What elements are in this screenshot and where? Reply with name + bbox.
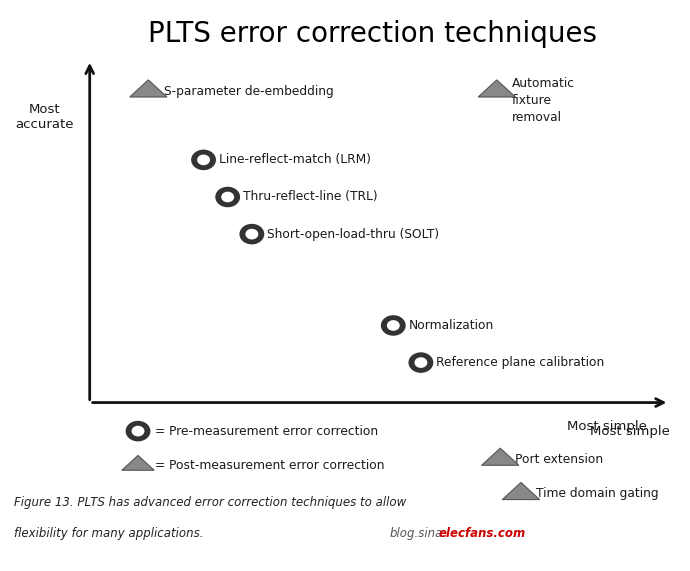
- Text: Automatic
fixture
removal: Automatic fixture removal: [512, 77, 575, 124]
- Circle shape: [381, 315, 406, 336]
- Circle shape: [408, 352, 433, 373]
- Text: PLTS error correction techniques: PLTS error correction techniques: [148, 20, 597, 48]
- Circle shape: [246, 229, 258, 239]
- Circle shape: [215, 187, 240, 207]
- Text: flexibility for many applications.: flexibility for many applications.: [14, 528, 204, 540]
- Circle shape: [126, 421, 150, 441]
- Text: Normalization: Normalization: [408, 319, 494, 332]
- Text: Figure 13. PLTS has advanced error correction techniques to allow: Figure 13. PLTS has advanced error corre…: [14, 496, 406, 509]
- Text: Most
accurate: Most accurate: [16, 103, 74, 131]
- Text: = Post-measurement error correction: = Post-measurement error correction: [155, 459, 385, 472]
- Polygon shape: [130, 80, 167, 97]
- Text: blog.sina.: blog.sina.: [390, 528, 447, 540]
- Polygon shape: [122, 456, 154, 471]
- Text: Thru-reflect-line (TRL): Thru-reflect-line (TRL): [243, 191, 377, 203]
- Text: Reference plane calibration: Reference plane calibration: [436, 356, 604, 369]
- Polygon shape: [502, 482, 540, 500]
- Text: Port extension: Port extension: [515, 453, 604, 466]
- Circle shape: [132, 426, 144, 436]
- Circle shape: [387, 320, 400, 331]
- Text: Short-open-load-thru (SOLT): Short-open-load-thru (SOLT): [267, 228, 439, 240]
- Circle shape: [191, 150, 216, 170]
- Text: elecfans.com: elecfans.com: [438, 528, 525, 540]
- Circle shape: [197, 155, 210, 165]
- Polygon shape: [482, 448, 519, 465]
- Circle shape: [415, 357, 427, 368]
- Polygon shape: [478, 80, 515, 97]
- Text: Line-reflect-match (LRM): Line-reflect-match (LRM): [219, 154, 371, 166]
- Text: Time domain gating: Time domain gating: [536, 488, 659, 500]
- Circle shape: [239, 224, 264, 244]
- Circle shape: [221, 192, 234, 202]
- Text: Most simple: Most simple: [590, 425, 670, 437]
- Text: Most simple: Most simple: [567, 420, 647, 433]
- Text: S-parameter de-embedding: S-parameter de-embedding: [164, 85, 333, 98]
- Text: = Pre-measurement error correction: = Pre-measurement error correction: [155, 425, 378, 437]
